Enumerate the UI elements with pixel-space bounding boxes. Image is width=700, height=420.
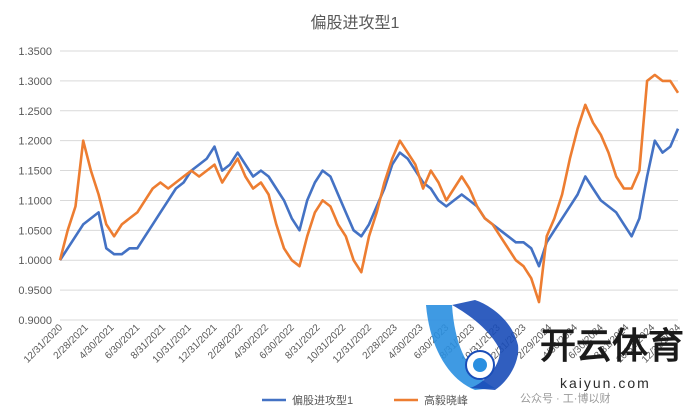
y-axis-ticks: 0.9000 0.9500 1.0000 1.0500 1.1000 1.1500 1.20… <box>18 46 52 327</box>
y-tick-label: 1.0500 <box>18 225 52 237</box>
y-tick-label: 1.1000 <box>18 195 52 207</box>
y-tick-label: 1.2500 <box>18 106 52 118</box>
watermark: 开云体育 kaiyun.com 公众号 · 工·博以财 <box>426 300 684 405</box>
y-tick-label: 1.0000 <box>18 255 52 267</box>
y-tick-label: 1.1500 <box>18 166 52 178</box>
brand-logo-icon <box>426 300 519 390</box>
y-tick-label: 1.3000 <box>18 76 52 88</box>
watermark-brand-en: kaiyun.com <box>560 375 651 391</box>
legend: 偏股进攻型1 高毅晓峰 <box>262 393 468 407</box>
y-tick-label: 0.9000 <box>18 315 52 327</box>
y-tick-label: 0.9500 <box>18 285 52 297</box>
series-line-0 <box>58 128 680 268</box>
series-line-1 <box>58 73 680 304</box>
chart-title: 偏股进攻型1 <box>311 14 400 32</box>
series-lines <box>58 73 680 304</box>
gridlines <box>60 50 678 321</box>
y-tick-label: 1.2000 <box>18 136 52 148</box>
watermark-brand-cn: 开云体育 <box>540 325 684 366</box>
watermark-caption: 公众号 · 工·博以财 <box>520 391 610 405</box>
y-tick-label: 1.3500 <box>18 46 52 58</box>
legend-label-1: 高毅晓峰 <box>424 393 468 407</box>
legend-label-0: 偏股进攻型1 <box>292 393 353 407</box>
